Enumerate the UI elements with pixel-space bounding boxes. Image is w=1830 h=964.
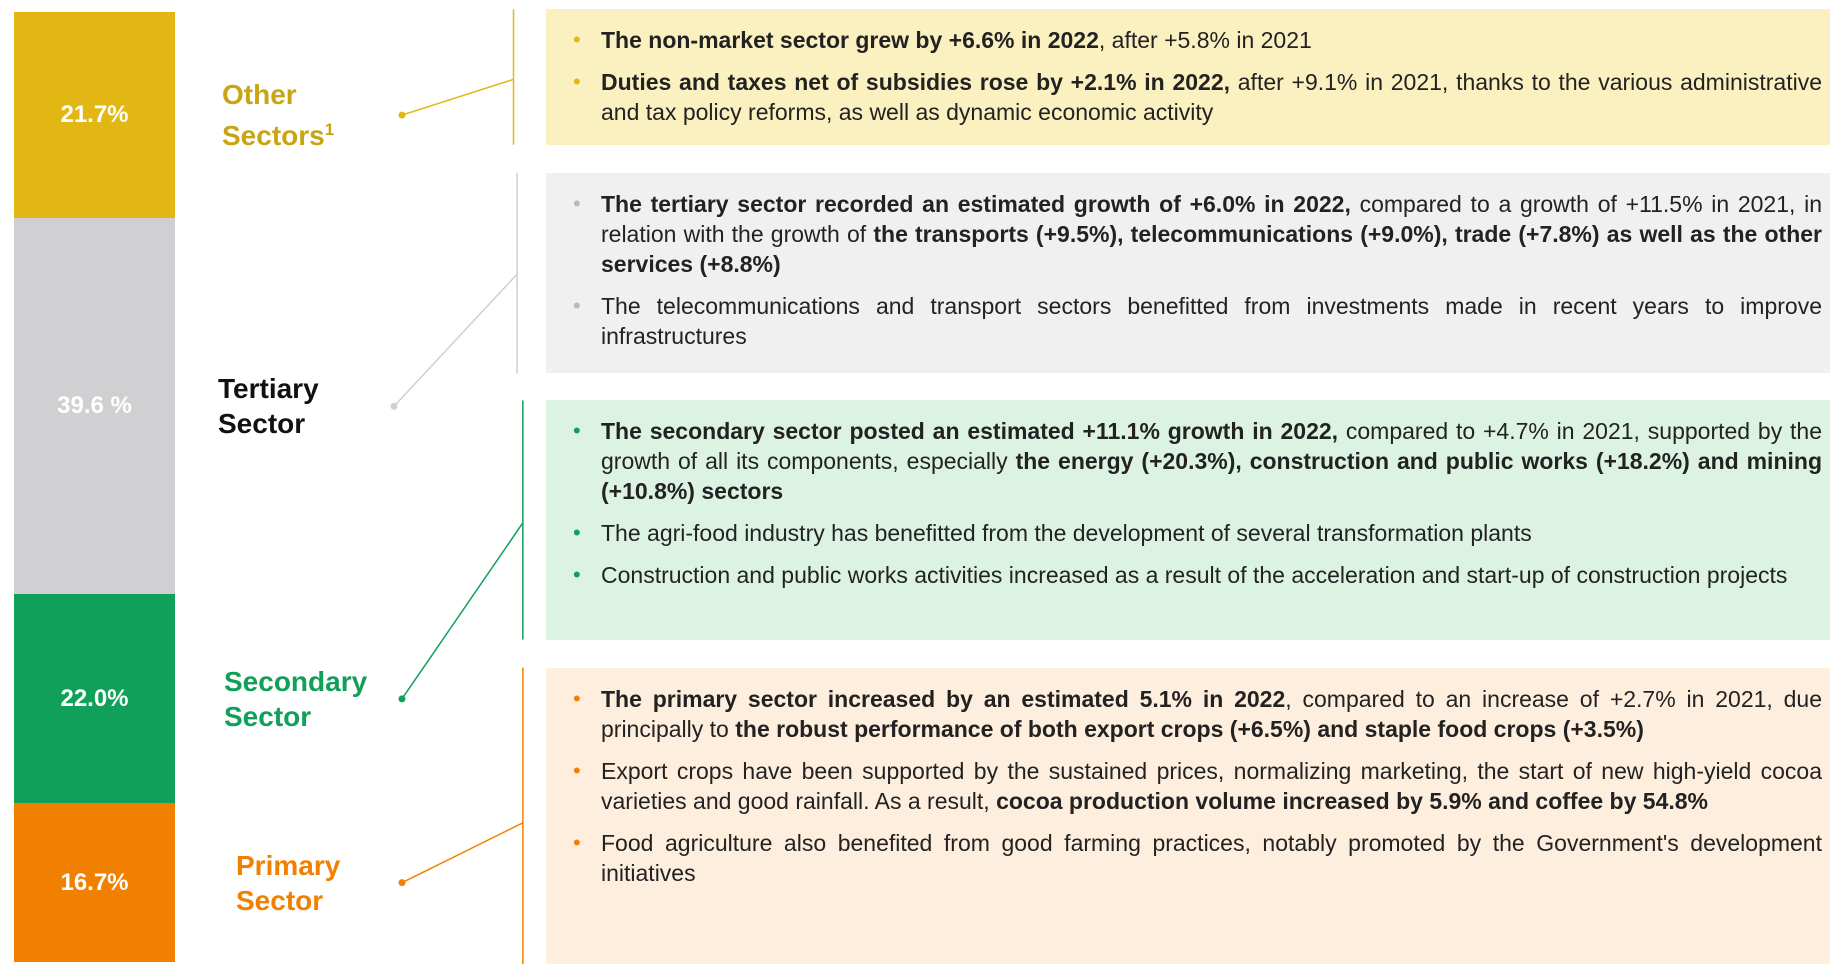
text-run: Construction and public works activities…	[601, 562, 1788, 589]
text-panel: • The secondary sector posted an estimate…	[546, 400, 1830, 640]
bullet-dot: •	[573, 27, 581, 53]
bar-segment: 16.7%	[14, 803, 175, 962]
connector-dot	[398, 879, 406, 887]
text-panel: • The non-market sector grew by +6.6% in …	[546, 9, 1830, 145]
bullet: • Food agriculture also benefited from go…	[573, 828, 1822, 888]
text-run: , compared to an increase of +2.7% in 20…	[601, 685, 1823, 742]
connector-dot	[398, 695, 406, 703]
connector	[401, 522, 524, 700]
connector	[401, 822, 524, 884]
text-run: Food agriculture also benefited from goo…	[601, 829, 1822, 886]
bullet-dot: •	[573, 520, 581, 546]
connector-dot	[398, 111, 406, 119]
text-run: The telecommunications and transport sec…	[601, 292, 1822, 349]
bullet: • The tertiary sector recorded an estimat…	[573, 189, 1823, 279]
bullet-dot: •	[573, 69, 581, 95]
text-panel: • The tertiary sector recorded an estimat…	[546, 172, 1830, 374]
connector-dot	[390, 402, 398, 410]
sector-label: Tertiary Sector	[218, 371, 368, 441]
sector-label: Secondary Sector	[224, 664, 374, 734]
sector-name: Other Sectors1	[222, 78, 335, 152]
bullet-dot: •	[573, 190, 581, 216]
text-run: Duties and taxes net of subsidies rose b…	[601, 69, 1231, 96]
sector-name: Primary Sector	[236, 849, 341, 916]
segment-label: 21.7%	[60, 101, 129, 129]
text-run: The non-market sector grew by +6.6% in 2…	[601, 27, 1099, 54]
bullet: • The primary sector increased by an esti…	[573, 684, 1823, 744]
text-run: , after +5.8% in 2021	[1098, 27, 1312, 54]
text-run: the energy (+20.3%), construction and pu…	[601, 448, 1822, 505]
bar-segment: 22.0%	[14, 594, 175, 804]
bullet-dot: •	[573, 292, 581, 318]
connector	[401, 78, 514, 116]
bullet: • Duties and taxes net of subsidies rose …	[573, 67, 1822, 127]
bullet-dot: •	[573, 829, 581, 855]
sector-name: Tertiary Sector	[218, 373, 319, 440]
text-run: the robust performance of both export cr…	[735, 715, 1644, 742]
text-run: compared to +4.7% in 2021, supported by …	[601, 418, 1822, 475]
text-run: The primary sector increased by an estim…	[601, 685, 1286, 712]
text-run: the transports (+9.5%), telecommunicatio…	[601, 220, 1822, 277]
connector	[393, 273, 518, 407]
text-run: The secondary sector posted an estimated…	[601, 418, 1339, 445]
bullet: • Export crops have been supported by the…	[573, 756, 1822, 816]
bar-segment: 39.6 %	[14, 218, 175, 595]
text-run: The agri-food industry has benefitted fr…	[601, 520, 1532, 547]
text-run: The tertiary sector recorded an estimate…	[601, 190, 1351, 217]
segment-label: 22.0%	[60, 684, 129, 712]
sector-label: Primary Sector	[236, 848, 386, 918]
bullet-dot: •	[573, 685, 581, 711]
text-panel: • The primary sector increased by an esti…	[546, 667, 1830, 964]
text-run: after +9.1% in 2021, thanks to the vario…	[601, 69, 1822, 126]
text-run: cocoa production volume increased by 5.9…	[996, 787, 1709, 814]
bullet-dot: •	[573, 562, 581, 588]
bullet: • The telecommunications and transport se…	[573, 291, 1822, 351]
segment-label: 39.6 %	[57, 392, 132, 420]
bullet: • The secondary sector posted an estimate…	[573, 416, 1822, 506]
text-run: compared to a growth of +11.5% in 2021, …	[601, 190, 1823, 247]
bar-segment: 21.7%	[14, 12, 175, 219]
bullet-dot: •	[573, 418, 581, 444]
bullet-dot: •	[573, 757, 581, 783]
sector-label: Other Sectors1	[222, 77, 372, 153]
segment-label: 16.7%	[60, 868, 129, 896]
sector-name: Secondary Sector	[224, 665, 368, 732]
bullet: • The non-market sector grew by +6.6% in …	[573, 25, 1822, 55]
bullet: • Construction and public works activitie…	[573, 560, 1822, 590]
text-run: Export crops have been supported by the …	[601, 757, 1822, 814]
bullet: • The agri-food industry has benefitted f…	[573, 518, 1822, 548]
footnote: 1	[324, 119, 335, 139]
